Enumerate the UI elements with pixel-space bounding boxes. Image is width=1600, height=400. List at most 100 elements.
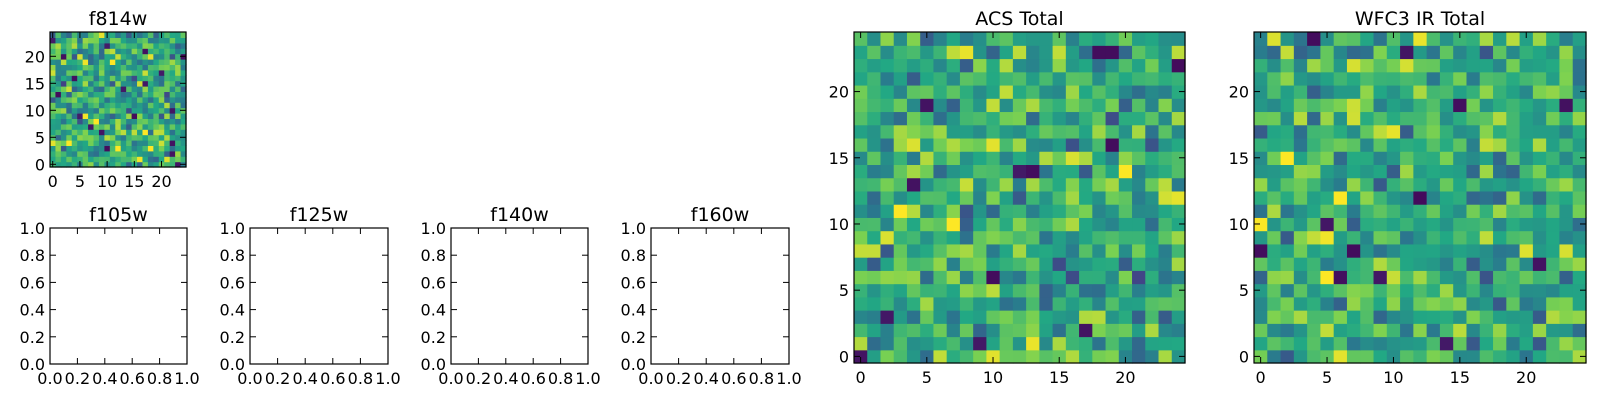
heatmap-cell	[1532, 58, 1547, 73]
heatmap-cell	[920, 151, 935, 165]
heatmap-cell	[1559, 336, 1574, 351]
heatmap-cell	[1132, 190, 1146, 205]
heatmap-cell	[50, 145, 57, 152]
heatmap-cell	[66, 113, 73, 119]
f125w-frame	[249, 227, 389, 365]
heatmap-cell	[1105, 323, 1120, 338]
heatmap-cell	[986, 98, 1001, 113]
heatmap-cell	[142, 134, 149, 141]
heatmap-cell	[55, 161, 62, 168]
panel-f105w: 0.0 0.2 0.4 0.6 0.8 1.00.00.20.40.60.81.0f105…	[20, 204, 200, 388]
heatmap-cell	[1373, 124, 1388, 139]
heatmap-cell	[137, 75, 144, 82]
heatmap-cell	[1158, 32, 1173, 46]
heatmap-cell	[933, 98, 948, 113]
f814w-frame	[49, 31, 187, 168]
heatmap-cell	[77, 69, 84, 76]
heatmap-cell	[169, 91, 176, 98]
heatmap-cell	[93, 42, 100, 49]
heatmap-cell	[1012, 283, 1027, 298]
heatmap-cell	[1145, 204, 1160, 218]
heatmap-cell	[906, 283, 921, 298]
y-tick-label: 1.0	[20, 219, 45, 238]
heatmap-cell	[126, 150, 133, 157]
heatmap-cell	[82, 161, 89, 168]
heatmap-cell	[175, 118, 182, 125]
heatmap-cell	[1479, 336, 1494, 351]
heatmap-cell	[1519, 71, 1534, 86]
heatmap-cell	[175, 42, 182, 49]
heatmap-cell	[77, 140, 84, 146]
heatmap-cell	[1026, 98, 1040, 113]
heatmap-cell	[1105, 257, 1120, 271]
heatmap-cell	[906, 124, 921, 139]
heatmap-cell	[147, 59, 154, 65]
heatmap-cell	[1479, 111, 1494, 126]
heatmap-cell	[1052, 310, 1067, 324]
heatmap-cell	[1105, 45, 1120, 60]
heatmap-cell	[1171, 243, 1186, 258]
heatmap-cell	[1546, 137, 1561, 152]
heatmap-cell	[1012, 270, 1027, 285]
heatmap-cell	[1439, 230, 1454, 245]
heatmap-cell	[1065, 151, 1080, 165]
heatmap-cell	[50, 42, 57, 49]
heatmap-cell	[71, 59, 78, 65]
heatmap-cell	[1493, 98, 1507, 113]
x-tick-label: 0.4	[493, 369, 518, 388]
heatmap-cell	[1439, 177, 1454, 192]
heatmap-cell	[109, 107, 116, 114]
heatmap-cell	[1532, 323, 1547, 338]
heatmap-cell	[1373, 84, 1388, 99]
heatmap-cell	[71, 53, 78, 60]
heatmap-cell	[1453, 296, 1468, 311]
heatmap-cell	[1012, 45, 1027, 60]
heatmap-cell	[959, 310, 974, 324]
heatmap-cell	[55, 91, 62, 98]
heatmap-cell	[1012, 349, 1027, 364]
y-tick-label: 0.2	[220, 328, 245, 347]
heatmap-cell	[1320, 296, 1335, 311]
heatmap-cell	[104, 42, 111, 49]
heatmap-cell	[55, 123, 62, 130]
heatmap-cell	[1439, 124, 1454, 139]
heatmap-cell	[164, 129, 171, 136]
heatmap-cell	[933, 257, 948, 271]
heatmap-cell	[1254, 296, 1268, 311]
heatmap-cell	[1426, 230, 1441, 245]
heatmap-cell	[126, 64, 133, 71]
heatmap-cell	[1254, 98, 1268, 113]
heatmap-cell	[906, 323, 921, 338]
heatmap-cell	[1320, 111, 1335, 126]
heatmap-cell	[1546, 296, 1561, 311]
heatmap-cell	[893, 190, 908, 205]
heatmap-cell	[1559, 204, 1574, 218]
heatmap-cell	[1293, 310, 1308, 324]
heatmap-cell	[60, 145, 67, 152]
heatmap-cell	[1092, 257, 1107, 271]
heatmap-cell	[1373, 204, 1388, 218]
heatmap-cell	[973, 323, 987, 338]
heatmap-cell	[126, 134, 133, 141]
heatmap-cell	[88, 37, 95, 44]
heatmap-cell	[1400, 98, 1414, 113]
heatmap-cell	[920, 190, 935, 205]
heatmap-cell	[920, 204, 935, 218]
heatmap-cell	[1373, 98, 1388, 113]
heatmap-cell	[1039, 230, 1054, 245]
heatmap-cell	[1506, 349, 1521, 364]
heatmap-cell	[153, 118, 160, 125]
heatmap-cell	[906, 257, 921, 271]
heatmap-cell	[973, 296, 987, 311]
heatmap-cell	[1466, 257, 1481, 271]
y-tick-label: 0.0	[621, 355, 646, 374]
heatmap-cell	[60, 69, 67, 76]
heatmap-cell	[1546, 45, 1561, 60]
heatmap-cell	[120, 129, 127, 136]
heatmap-cell	[999, 310, 1014, 324]
heatmap-cell	[93, 32, 100, 38]
heatmap-cell	[1413, 243, 1428, 258]
heatmap-cell	[880, 177, 895, 192]
heatmap-cell	[1479, 32, 1494, 46]
heatmap-cell	[1559, 84, 1574, 99]
